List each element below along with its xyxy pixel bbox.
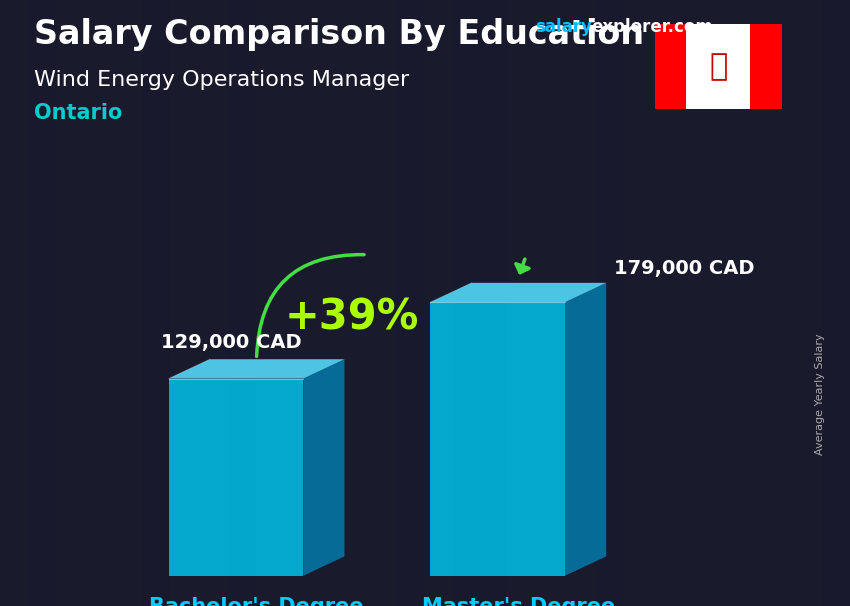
Bar (482, 0, 510, 606)
Bar (28, 0, 57, 606)
Bar (312, 0, 340, 606)
Text: +39%: +39% (285, 296, 419, 338)
Text: Bachelor's Degree: Bachelor's Degree (150, 597, 364, 606)
Bar (822, 0, 850, 606)
Polygon shape (303, 359, 344, 576)
Bar (255, 0, 283, 606)
Text: Master's Degree: Master's Degree (422, 597, 615, 606)
Polygon shape (168, 359, 344, 379)
Text: 🍁: 🍁 (709, 52, 728, 81)
Bar (654, 24, 686, 109)
Text: Salary Comparison By Education: Salary Comparison By Education (34, 18, 644, 51)
Text: Average Yearly Salary: Average Yearly Salary (815, 333, 825, 454)
Bar (0, 0, 28, 606)
Bar (453, 0, 482, 606)
Text: Ontario: Ontario (34, 103, 122, 123)
Bar (425, 0, 453, 606)
Bar (368, 0, 397, 606)
Bar (737, 0, 765, 606)
Bar (510, 0, 538, 606)
Bar (198, 0, 227, 606)
Polygon shape (430, 302, 565, 576)
Bar (750, 24, 782, 109)
Text: Wind Energy Operations Manager: Wind Energy Operations Manager (34, 70, 409, 90)
Polygon shape (565, 283, 606, 576)
Polygon shape (168, 379, 303, 576)
Text: 179,000 CAD: 179,000 CAD (614, 259, 754, 278)
Text: 129,000 CAD: 129,000 CAD (162, 333, 302, 352)
Bar (85, 0, 113, 606)
Polygon shape (430, 283, 606, 302)
Bar (765, 0, 793, 606)
Bar (567, 0, 595, 606)
Bar (595, 0, 623, 606)
Bar (340, 0, 368, 606)
Bar (170, 0, 198, 606)
Bar (793, 0, 822, 606)
Bar (57, 0, 85, 606)
Bar (397, 0, 425, 606)
Text: salary: salary (536, 18, 592, 36)
Bar (623, 0, 652, 606)
Bar (113, 0, 142, 606)
Bar (142, 0, 170, 606)
Text: explorer.com: explorer.com (591, 18, 712, 36)
Bar (227, 0, 255, 606)
Bar (680, 0, 708, 606)
Bar (283, 0, 312, 606)
Bar (652, 0, 680, 606)
Bar (708, 0, 737, 606)
Bar (538, 0, 567, 606)
